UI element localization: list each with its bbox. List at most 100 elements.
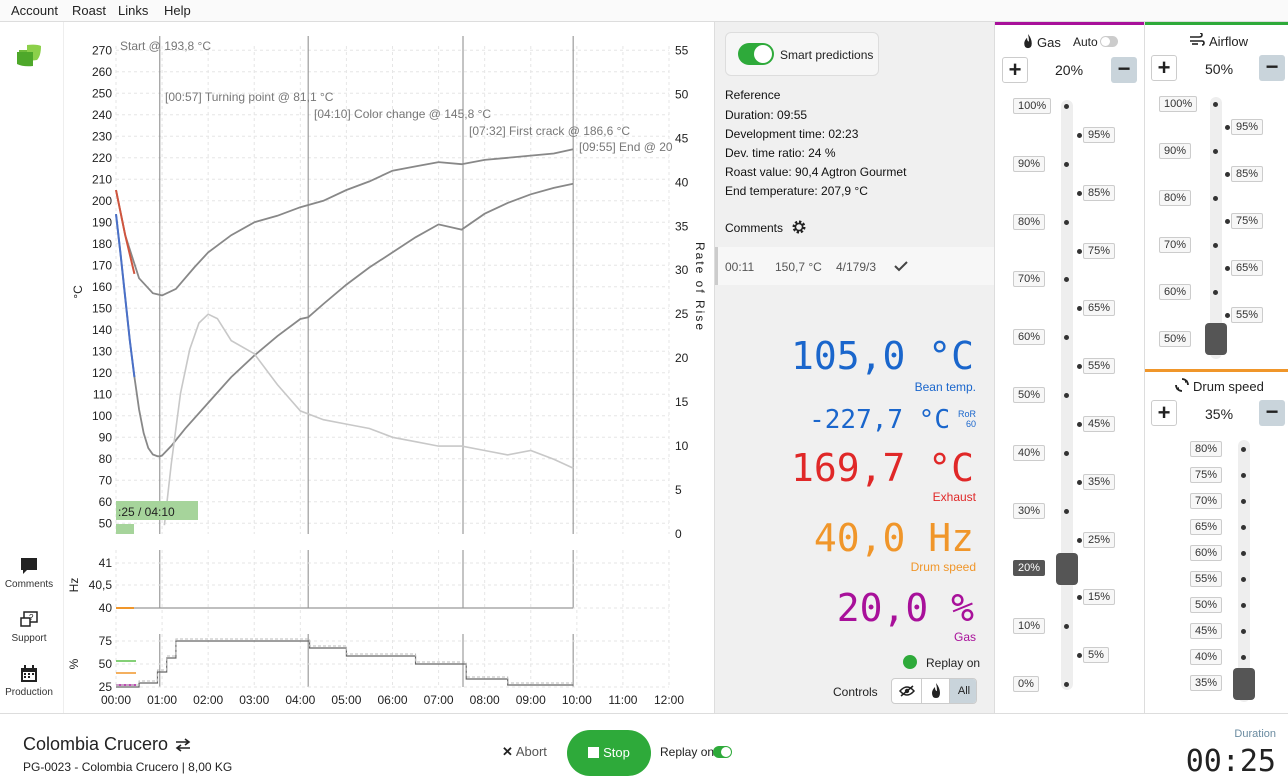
- y-tick-label: 190: [92, 215, 112, 229]
- gas-tick-tag[interactable]: 95%: [1083, 127, 1116, 143]
- gear-icon[interactable]: [792, 220, 806, 234]
- gas-tick-tag[interactable]: 100%: [1013, 98, 1052, 114]
- airflow-tick-tag[interactable]: 65%: [1231, 260, 1264, 276]
- gas-tick-tag[interactable]: 40%: [1013, 444, 1046, 461]
- airflow-tick-tag[interactable]: 80%: [1159, 190, 1192, 206]
- airflow-tick-tag[interactable]: 85%: [1231, 166, 1264, 182]
- y-tick-label: 140: [92, 323, 112, 337]
- drum-tick-tag[interactable]: 35%: [1190, 675, 1223, 691]
- drum-tick-tag[interactable]: 65%: [1190, 519, 1223, 535]
- nav-comments-button[interactable]: Comments: [0, 556, 58, 590]
- y2-tick-label: 10: [675, 439, 689, 453]
- gas-tick-tag[interactable]: 45%: [1083, 416, 1116, 432]
- comment-row[interactable]: 00:11 150,7 °C 4/179/3: [715, 247, 995, 285]
- gas-tick-tag[interactable]: 30%: [1013, 502, 1046, 519]
- drum-tick-dot: [1241, 447, 1246, 452]
- airflow-tick-tag[interactable]: 75%: [1231, 213, 1264, 229]
- gas-tick-tag[interactable]: 20%: [1013, 560, 1046, 577]
- series-line-2: [163, 313, 574, 526]
- airflow-tick-tag[interactable]: 95%: [1231, 119, 1264, 135]
- airflow-slider-track[interactable]: [1210, 97, 1222, 359]
- gas-tick-tag[interactable]: 10%: [1013, 618, 1046, 635]
- airflow-slider-handle[interactable]: [1205, 323, 1227, 355]
- gas-tick-tag[interactable]: 60%: [1013, 329, 1046, 346]
- smart-predictions-toggle[interactable]: [738, 43, 774, 65]
- gas-tick-tag[interactable]: 85%: [1083, 184, 1116, 201]
- drum-tick-tag[interactable]: 70%: [1190, 493, 1223, 509]
- swap-icon[interactable]: [175, 738, 191, 752]
- phase-bar-live: [116, 524, 134, 534]
- gas-tick-dot: [1064, 682, 1069, 687]
- airflow-tick-tag[interactable]: 60%: [1159, 284, 1192, 300]
- airflow-decrease-button[interactable]: −: [1259, 55, 1285, 81]
- gas-slider-handle[interactable]: [1056, 553, 1078, 585]
- gas-tick-tag[interactable]: 90%: [1013, 155, 1046, 172]
- y-tick-label: 150: [92, 301, 112, 315]
- y-tick-label: 230: [92, 129, 112, 143]
- gas-tick-dot: [1077, 537, 1082, 543]
- airflow-increase-button[interactable]: +: [1151, 55, 1177, 81]
- menu-links[interactable]: Links: [118, 3, 149, 18]
- hide-button[interactable]: [892, 679, 922, 703]
- drum-tick-tag[interactable]: 55%: [1190, 571, 1223, 587]
- y2-tick-label: 40: [675, 175, 689, 189]
- gas-tick-tag[interactable]: 70%: [1013, 271, 1046, 288]
- gas-auto-toggle[interactable]: [1100, 36, 1118, 47]
- airflow-tick-tag[interactable]: 50%: [1159, 331, 1192, 347]
- stop-button[interactable]: Stop: [567, 730, 651, 776]
- airflow-tick-tag[interactable]: 100%: [1159, 96, 1198, 112]
- gas-tick-tag[interactable]: 80%: [1013, 213, 1046, 230]
- gas-control: Gas Auto + 20% − 100% 90% 80% 70% 60% 50% 40% 3…: [994, 22, 1145, 713]
- y-tick-label: 90: [99, 430, 113, 444]
- menu-account[interactable]: Account: [11, 3, 58, 18]
- drum-decrease-button[interactable]: −: [1259, 400, 1285, 426]
- gas-tick-tag[interactable]: 50%: [1013, 387, 1046, 403]
- drum-tick-tag[interactable]: 75%: [1190, 467, 1223, 483]
- drum-tick-dot: [1241, 577, 1246, 582]
- gas-decrease-button[interactable]: −: [1111, 57, 1137, 83]
- gas-tick-tag[interactable]: 0%: [1013, 676, 1039, 692]
- gas-tick-tag[interactable]: 5%: [1083, 647, 1109, 664]
- airflow-tick-dot: [1213, 102, 1218, 107]
- drum-tick-tag[interactable]: 50%: [1190, 597, 1223, 613]
- all-button[interactable]: All: [950, 679, 976, 703]
- drum-tick-tag[interactable]: 40%: [1190, 649, 1223, 665]
- drum-tick-tag[interactable]: 80%: [1190, 441, 1223, 457]
- drum-slider-track[interactable]: [1238, 440, 1250, 702]
- menu-roast[interactable]: Roast: [72, 3, 106, 18]
- gas-tick-tag[interactable]: 55%: [1083, 358, 1116, 375]
- nav-support-button[interactable]: ? Support: [0, 610, 58, 644]
- flame-icon: [932, 683, 940, 698]
- duration-value: 00:25: [1185, 744, 1276, 779]
- menu-help[interactable]: Help: [164, 3, 191, 18]
- airflow-tick-tag[interactable]: 90%: [1159, 143, 1192, 159]
- x-tick-label: 04:00: [285, 693, 315, 707]
- abort-button[interactable]: ✕ Abort: [502, 744, 547, 760]
- y-tick-label: 200: [92, 194, 112, 208]
- airflow-tick-tag[interactable]: 55%: [1231, 307, 1264, 323]
- replay-toggle[interactable]: [713, 746, 732, 758]
- drum-tick-tag[interactable]: 60%: [1190, 545, 1223, 561]
- airflow-header-bar: [1145, 22, 1288, 25]
- gas-increase-button[interactable]: +: [1002, 57, 1028, 83]
- airflow-tick-dot: [1225, 125, 1230, 130]
- gas-tick-tag[interactable]: 75%: [1083, 242, 1116, 259]
- gas-only-button[interactable]: [922, 679, 950, 703]
- pct-axis-label: %: [67, 658, 81, 669]
- y2-tick-label: 45: [675, 131, 689, 145]
- nav-production-button[interactable]: Production: [0, 664, 58, 698]
- gas-tick-tag[interactable]: 65%: [1083, 300, 1116, 317]
- gas-tick-tag[interactable]: 15%: [1083, 589, 1116, 606]
- gas-tick-tag[interactable]: 25%: [1083, 531, 1116, 548]
- drum-tick-dot: [1241, 473, 1246, 478]
- drum-speed-icon: [1175, 378, 1189, 392]
- roast-chart-svg: 2702602502402302202102001901801701601501…: [67, 36, 707, 707]
- drum-increase-button[interactable]: +: [1151, 400, 1177, 426]
- gas-tick-tag[interactable]: 35%: [1083, 473, 1116, 490]
- gas-header-bar: [995, 22, 1145, 25]
- reference-dev-time: Development time: 02:23: [725, 127, 859, 141]
- airflow-tick-tag[interactable]: 70%: [1159, 237, 1192, 253]
- airflow-tick-dot: [1225, 313, 1230, 318]
- drum-slider-handle[interactable]: [1233, 668, 1255, 700]
- drum-tick-tag[interactable]: 45%: [1190, 623, 1223, 639]
